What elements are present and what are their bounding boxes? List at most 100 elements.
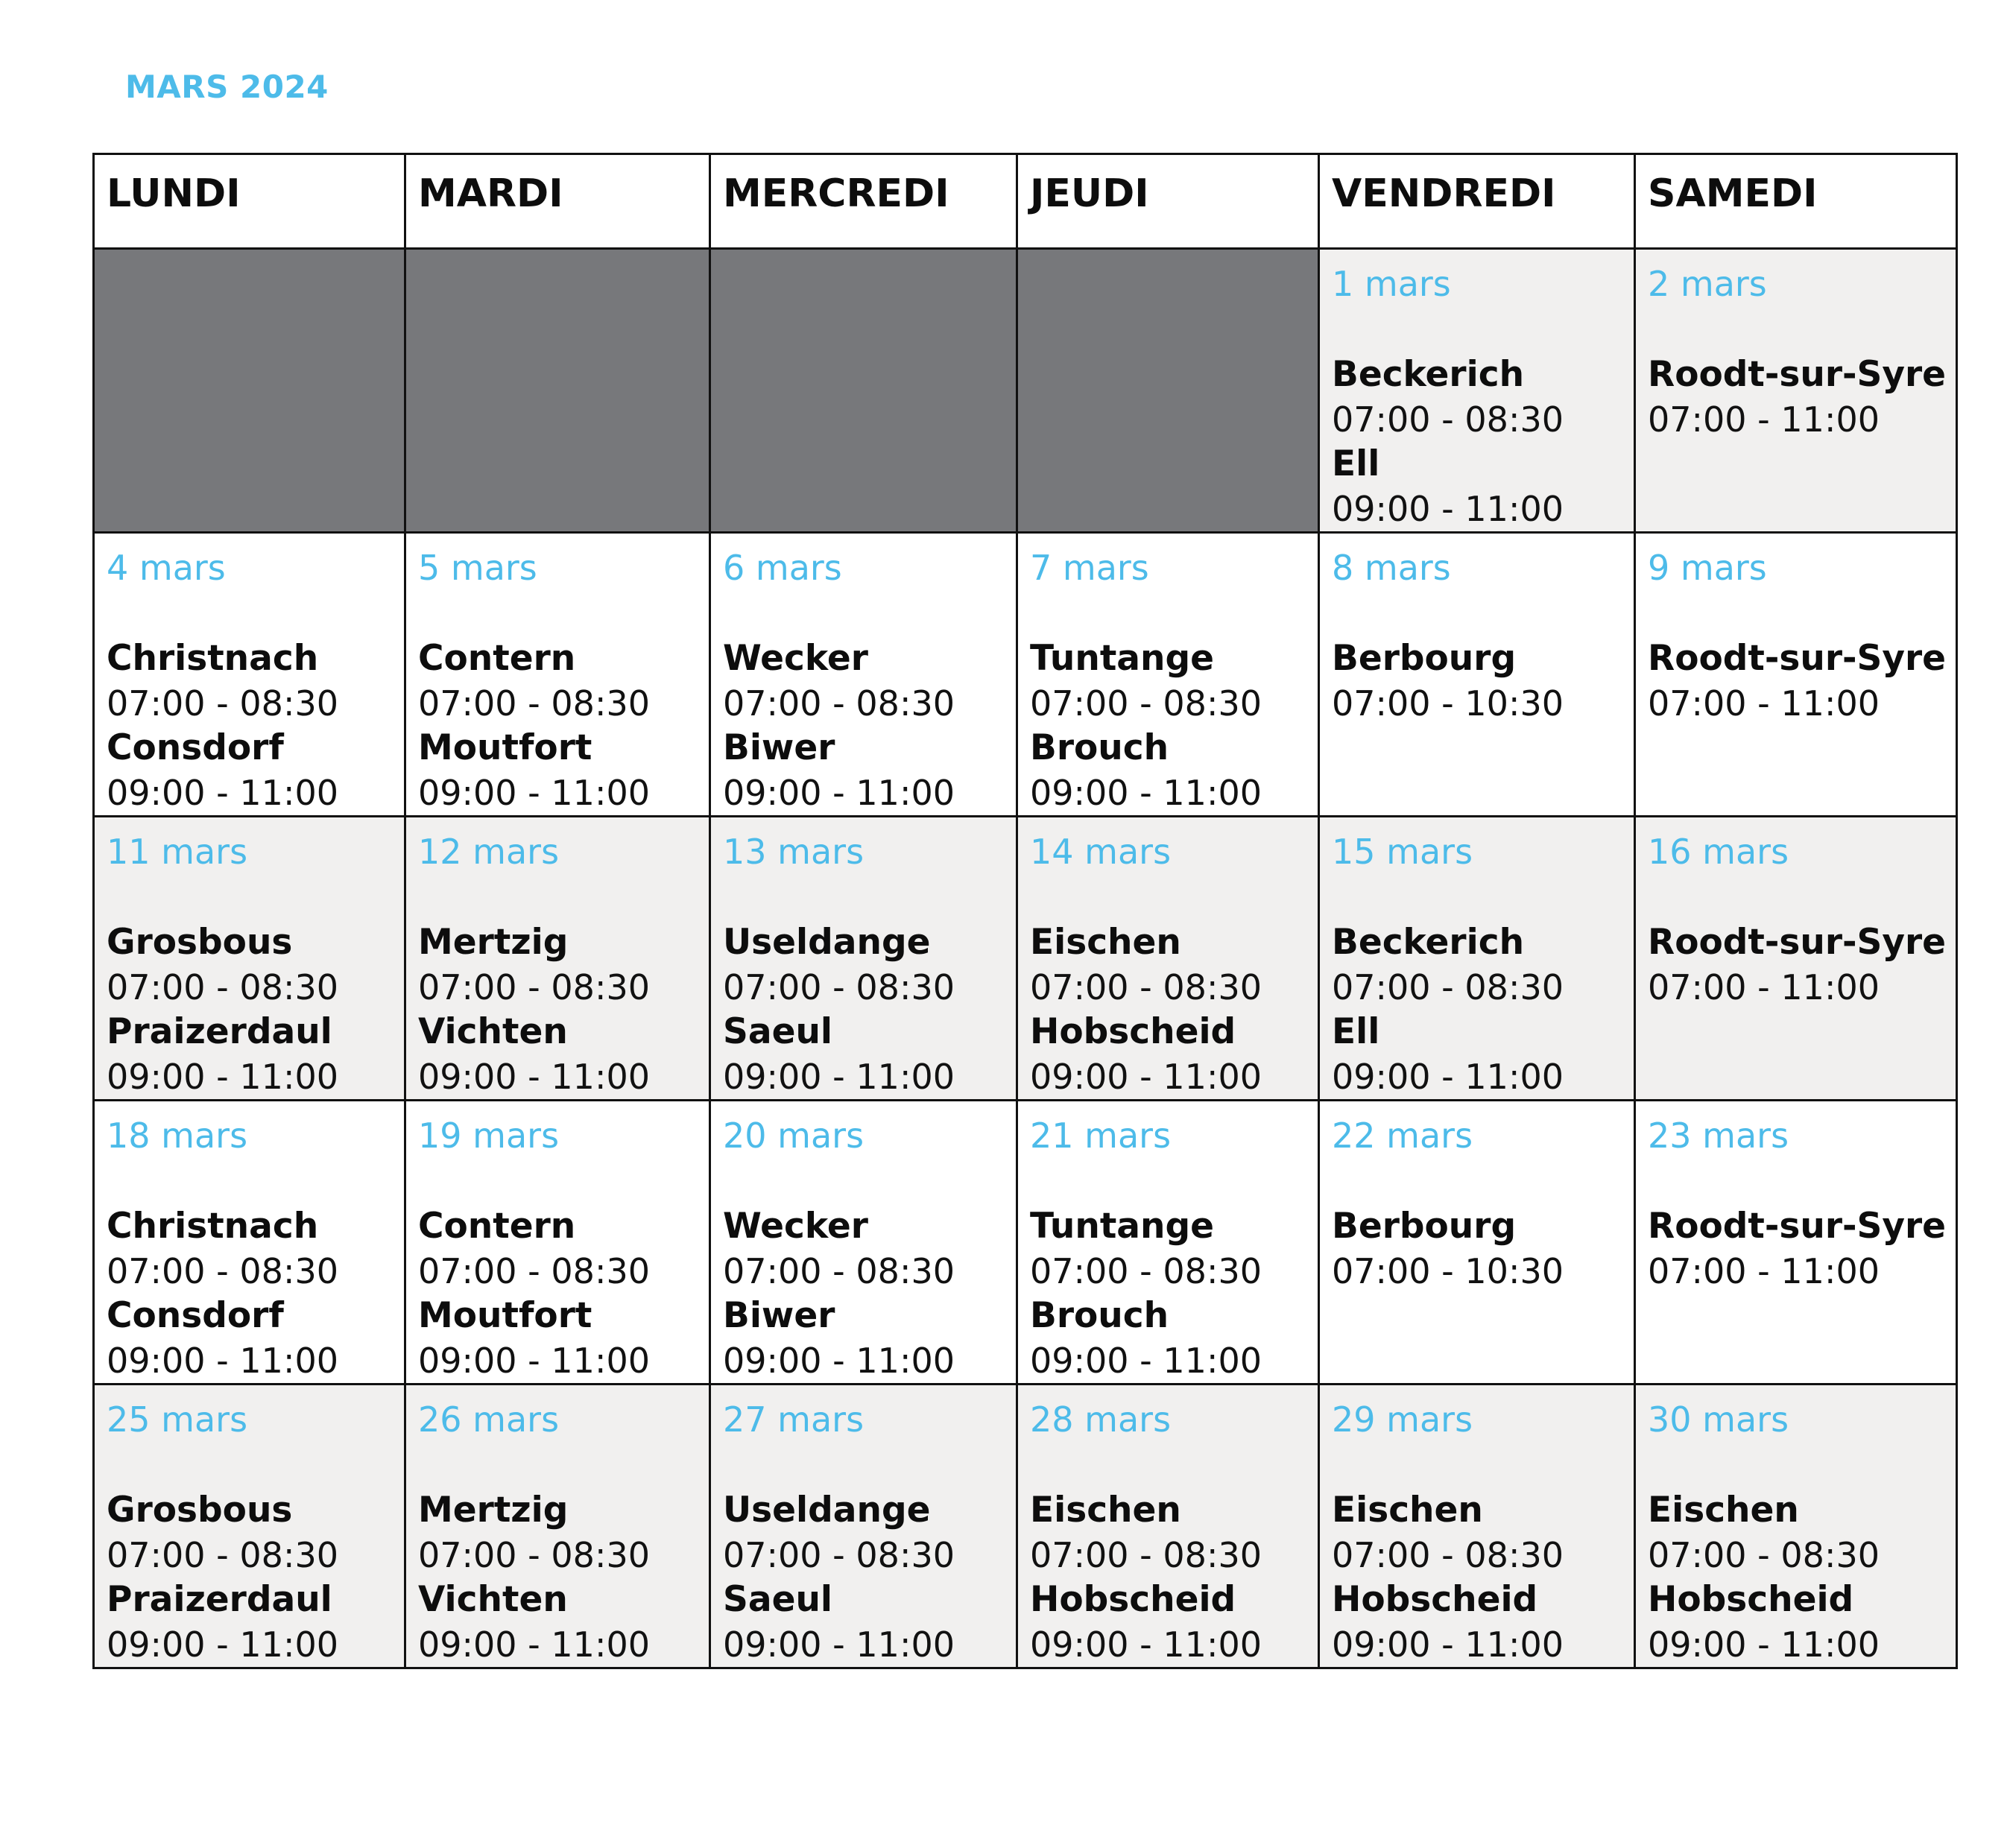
day-date: 12 mars xyxy=(418,832,560,872)
day-date: 25 mars xyxy=(107,1399,248,1440)
location-name: Christnach xyxy=(107,1206,319,1247)
day-date: 6 mars xyxy=(723,548,842,588)
time-range: 07:00 - 08:30 xyxy=(1332,399,1564,440)
day-date: 1 mars xyxy=(1332,264,1451,304)
location-name: Biwer xyxy=(723,727,835,768)
location-name: Praizerdaul xyxy=(107,1579,332,1620)
location-name: Hobscheid xyxy=(1648,1579,1854,1620)
location-name: Consdorf xyxy=(107,1295,284,1336)
empty-day-cell xyxy=(1016,247,1320,534)
empty-day-cell xyxy=(92,247,406,534)
week-row: 1 mars Beckerich 07:00 - 08:30 Ell 09:00 - 1… xyxy=(92,247,1958,534)
location-name: Eischen xyxy=(1332,1490,1483,1531)
day-cell: 13 mars Useldange 07:00 - 08:30 Saeul 09:00 … xyxy=(709,815,1018,1101)
location-name: Hobscheid xyxy=(1030,1011,1236,1052)
location-name: Roodt-sur-Syre xyxy=(1648,922,1947,963)
time-range: 07:00 - 08:30 xyxy=(107,1251,338,1291)
day-date: 18 mars xyxy=(107,1116,248,1156)
time-range: 09:00 - 11:00 xyxy=(107,1057,338,1097)
time-range: 07:00 - 11:00 xyxy=(1648,1251,1880,1291)
location-name: Hobscheid xyxy=(1332,1579,1538,1620)
time-range: 07:00 - 10:30 xyxy=(1332,683,1564,724)
day-cell: 11 mars Grosbous 07:00 - 08:30 Praizerdaul 0… xyxy=(92,815,406,1101)
day-date: 29 mars xyxy=(1332,1399,1473,1440)
location-name: Beckerich xyxy=(1332,354,1525,395)
time-range: 07:00 - 08:30 xyxy=(418,1535,650,1575)
time-range: 07:00 - 08:30 xyxy=(418,1251,650,1291)
location-name: Roodt-sur-Syre xyxy=(1648,638,1947,679)
location-name: Vichten xyxy=(418,1579,568,1620)
day-cell: 29 mars Eischen 07:00 - 08:30 Hobscheid 09:0… xyxy=(1318,1383,1636,1669)
empty-day-cell xyxy=(404,247,711,534)
calendar-body: 1 mars Beckerich 07:00 - 08:30 Ell 09:00 - 1… xyxy=(92,247,1958,1669)
time-range: 07:00 - 08:30 xyxy=(418,683,650,724)
day-header-jeudi: JEUDI xyxy=(1016,153,1320,250)
day-header-vendredi: VENDREDI xyxy=(1318,153,1636,250)
location-name: Biwer xyxy=(723,1295,835,1336)
day-cell: 8 mars Berbourg 07:00 - 10:30 xyxy=(1318,531,1636,817)
location-name: Mertzig xyxy=(418,1490,569,1531)
time-range: 07:00 - 08:30 xyxy=(107,1535,338,1575)
day-cell: 16 mars Roodt-sur-Syre 07:00 - 11:00 xyxy=(1634,815,1958,1101)
time-range: 07:00 - 08:30 xyxy=(1030,683,1262,724)
day-date: 19 mars xyxy=(418,1116,560,1156)
day-cell: 22 mars Berbourg 07:00 - 10:30 xyxy=(1318,1099,1636,1385)
day-date: 7 mars xyxy=(1030,548,1149,588)
day-date: 11 mars xyxy=(107,832,248,872)
day-header-samedi: SAMEDI xyxy=(1634,153,1958,250)
time-range: 07:00 - 08:30 xyxy=(1030,1251,1262,1291)
day-cell: 12 mars Mertzig 07:00 - 08:30 Vichten 09:00 … xyxy=(404,815,711,1101)
time-range: 07:00 - 08:30 xyxy=(1030,967,1262,1007)
week-row: 18 mars Christnach 07:00 - 08:30 Consdorf 09… xyxy=(92,1099,1958,1385)
time-range: 09:00 - 11:00 xyxy=(1030,773,1262,813)
day-cell: 26 mars Mertzig 07:00 - 08:30 Vichten 09:00 … xyxy=(404,1383,711,1669)
time-range: 07:00 - 08:30 xyxy=(1332,967,1564,1007)
location-name: Useldange xyxy=(723,1490,931,1531)
day-cell: 2 mars Roodt-sur-Syre 07:00 - 11:00 xyxy=(1634,247,1958,534)
time-range: 09:00 - 11:00 xyxy=(107,1341,338,1381)
time-range: 09:00 - 11:00 xyxy=(418,1624,650,1665)
location-name: Berbourg xyxy=(1332,638,1517,679)
day-date: 14 mars xyxy=(1030,832,1172,872)
location-name: Roodt-sur-Syre xyxy=(1648,1206,1947,1247)
time-range: 07:00 - 10:30 xyxy=(1332,1251,1564,1291)
location-name: Brouch xyxy=(1030,1295,1169,1336)
time-range: 09:00 - 11:00 xyxy=(723,773,955,813)
location-name: Moutfort xyxy=(418,1295,592,1336)
time-range: 09:00 - 11:00 xyxy=(1030,1341,1262,1381)
day-date: 21 mars xyxy=(1030,1116,1172,1156)
location-name: Mertzig xyxy=(418,922,569,963)
time-range: 09:00 - 11:00 xyxy=(107,773,338,813)
location-name: Tuntange xyxy=(1030,1206,1214,1247)
location-name: Contern xyxy=(418,1206,576,1247)
day-date: 15 mars xyxy=(1332,832,1473,872)
time-range: 09:00 - 11:00 xyxy=(418,1341,650,1381)
time-range: 07:00 - 08:30 xyxy=(1648,1535,1880,1575)
location-name: Grosbous xyxy=(107,922,293,963)
day-cell: 6 mars Wecker 07:00 - 08:30 Biwer 09:00 - 11… xyxy=(709,531,1018,817)
location-name: Wecker xyxy=(723,1206,868,1247)
location-name: Brouch xyxy=(1030,727,1169,768)
time-range: 09:00 - 11:00 xyxy=(1648,1624,1880,1665)
time-range: 09:00 - 11:00 xyxy=(723,1057,955,1097)
location-name: Vichten xyxy=(418,1011,568,1052)
location-name: Hobscheid xyxy=(1030,1579,1236,1620)
location-name: Consdorf xyxy=(107,727,284,768)
day-cell: 7 mars Tuntange 07:00 - 08:30 Brouch 09:00 -… xyxy=(1016,531,1320,817)
day-header-mardi: MARDI xyxy=(404,153,711,250)
day-cell: 23 mars Roodt-sur-Syre 07:00 - 11:00 xyxy=(1634,1099,1958,1385)
time-range: 09:00 - 11:00 xyxy=(1030,1624,1262,1665)
day-cell: 19 mars Contern 07:00 - 08:30 Moutfort 09:00… xyxy=(404,1099,711,1385)
day-date: 27 mars xyxy=(723,1399,865,1440)
time-range: 07:00 - 08:30 xyxy=(723,967,955,1007)
day-header-lundi: LUNDI xyxy=(92,153,406,250)
time-range: 07:00 - 08:30 xyxy=(1030,1535,1262,1575)
time-range: 09:00 - 11:00 xyxy=(1332,489,1564,529)
location-name: Useldange xyxy=(723,922,931,963)
time-range: 07:00 - 08:30 xyxy=(723,1535,955,1575)
calendar-table: LUNDI MARDI MERCREDI JEUDI VENDREDI SAME… xyxy=(92,153,1958,1669)
day-date: 9 mars xyxy=(1648,548,1767,588)
day-date: 30 mars xyxy=(1648,1399,1789,1440)
location-name: Eischen xyxy=(1030,922,1181,963)
location-name: Praizerdaul xyxy=(107,1011,332,1052)
